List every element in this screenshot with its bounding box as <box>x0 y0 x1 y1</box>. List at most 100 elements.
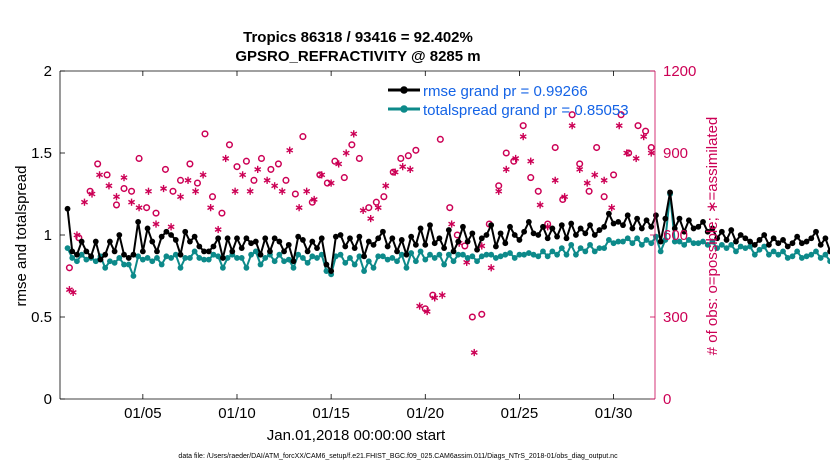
totalspread-point <box>610 240 617 247</box>
rmse-point <box>229 248 236 255</box>
rmse-point <box>813 228 819 235</box>
obs-assimilated-stroke <box>207 205 215 211</box>
totalspread-point <box>196 255 203 261</box>
totalspread-point <box>540 248 546 255</box>
rmse-point <box>789 240 796 247</box>
obs-assimilated-point <box>69 288 77 296</box>
totalspread-point <box>248 251 255 258</box>
obs-possible-point <box>412 146 420 154</box>
rmse-point <box>577 225 584 232</box>
y-tick-label-left: 1.5 <box>31 145 52 162</box>
obs-possible-point <box>233 163 241 171</box>
totalspread-point <box>780 248 786 255</box>
totalspread-point <box>573 251 579 258</box>
legend-label-rmse: rmse grand pr = 0.99266 <box>423 83 588 100</box>
obs-assimilated-point <box>600 176 608 184</box>
obs-assimilated-point <box>632 154 640 163</box>
obs-assimilated-stroke <box>128 199 136 205</box>
rmse-point <box>267 248 273 255</box>
obs-possible-point <box>634 122 642 130</box>
rmse-point <box>248 240 255 247</box>
obs-assimilated-point <box>406 165 414 173</box>
totalspread-point <box>121 261 127 268</box>
obs-assimilated-point <box>73 231 81 239</box>
obs-possible-point <box>94 160 102 168</box>
rmse-point <box>323 261 330 268</box>
rmse-point <box>285 241 292 248</box>
totalspread-point <box>521 251 528 258</box>
obs-assimilated-stroke <box>199 172 207 178</box>
totalspread-point <box>577 245 584 252</box>
rmse-point <box>695 223 702 230</box>
obs-assimilated-point <box>367 215 375 223</box>
obs-assimilated-stroke <box>278 188 286 194</box>
obs-assimilated-stroke <box>615 123 623 129</box>
rmse-point <box>822 235 829 242</box>
rmse-point <box>83 248 90 255</box>
totalspread-point <box>469 253 476 260</box>
obs-assimilated-stroke <box>487 265 495 271</box>
rmse-point <box>573 232 579 238</box>
totalspread-point <box>314 255 320 261</box>
obs-assimilated-point <box>246 187 254 195</box>
obs-assimilated-stroke <box>105 183 113 189</box>
totalspread-point <box>285 256 292 263</box>
totalspread-point <box>436 251 443 258</box>
totalspread-point <box>794 248 801 255</box>
totalspread-point <box>74 258 80 265</box>
rmse-point <box>332 233 339 240</box>
rmse-point <box>742 235 749 242</box>
totalspread-point <box>813 248 819 255</box>
rmse-line <box>66 191 830 273</box>
obs-possible-point <box>161 165 169 173</box>
totalspread-point <box>474 258 480 265</box>
obs-assimilated-stroke <box>382 183 390 189</box>
obs-possible-point <box>299 133 307 141</box>
rmse-point <box>64 205 71 212</box>
rmse-point <box>436 235 443 242</box>
totalspread-point <box>756 246 763 253</box>
obs-assimilated-point <box>278 187 286 195</box>
obs-assimilated-point <box>96 171 104 179</box>
rmse-point <box>163 228 170 235</box>
totalspread-point <box>445 251 452 258</box>
rmse-point <box>780 237 786 243</box>
rmse-point <box>384 243 391 250</box>
totalspread-point <box>172 251 179 258</box>
totalspread-point <box>427 251 433 258</box>
totalspread-point <box>789 253 796 260</box>
totalspread-point <box>356 253 363 260</box>
obs-assimilated-stroke <box>160 186 168 191</box>
totalspread-point <box>431 255 438 261</box>
rmse-point <box>676 215 683 222</box>
obs-assimilated-stroke <box>448 221 456 227</box>
totalspread-point <box>69 255 76 261</box>
rmse-point <box>700 218 706 225</box>
totalspread-point <box>624 235 631 242</box>
obs-assimilated-stroke <box>239 172 247 178</box>
obs-assimilated-stroke <box>561 194 569 200</box>
obs-assimilated-point <box>342 149 350 157</box>
obs-possible-point <box>208 193 217 201</box>
rmse-point <box>201 248 207 255</box>
obs-possible-point <box>600 193 608 201</box>
obs-possible-point <box>135 154 143 163</box>
rmse-point <box>78 238 85 245</box>
totalspread-point <box>168 255 174 261</box>
totalspread-point <box>582 248 589 255</box>
obs-possible-point <box>502 149 510 157</box>
totalspread-point <box>78 251 85 258</box>
rmse-point <box>568 220 575 227</box>
rmse-point <box>182 228 189 235</box>
obs-possible-point <box>436 135 444 143</box>
rmse-point <box>398 237 405 243</box>
totalspread-point <box>177 264 184 271</box>
totalspread-point <box>544 253 551 260</box>
rmse-point <box>643 217 650 224</box>
x-tick-label: 01/05 <box>124 405 162 422</box>
rmse-point <box>172 237 179 243</box>
rmse-point <box>535 232 542 238</box>
rmse-point <box>629 225 636 232</box>
rmse-point <box>139 248 146 255</box>
totalspread-point <box>238 255 245 261</box>
